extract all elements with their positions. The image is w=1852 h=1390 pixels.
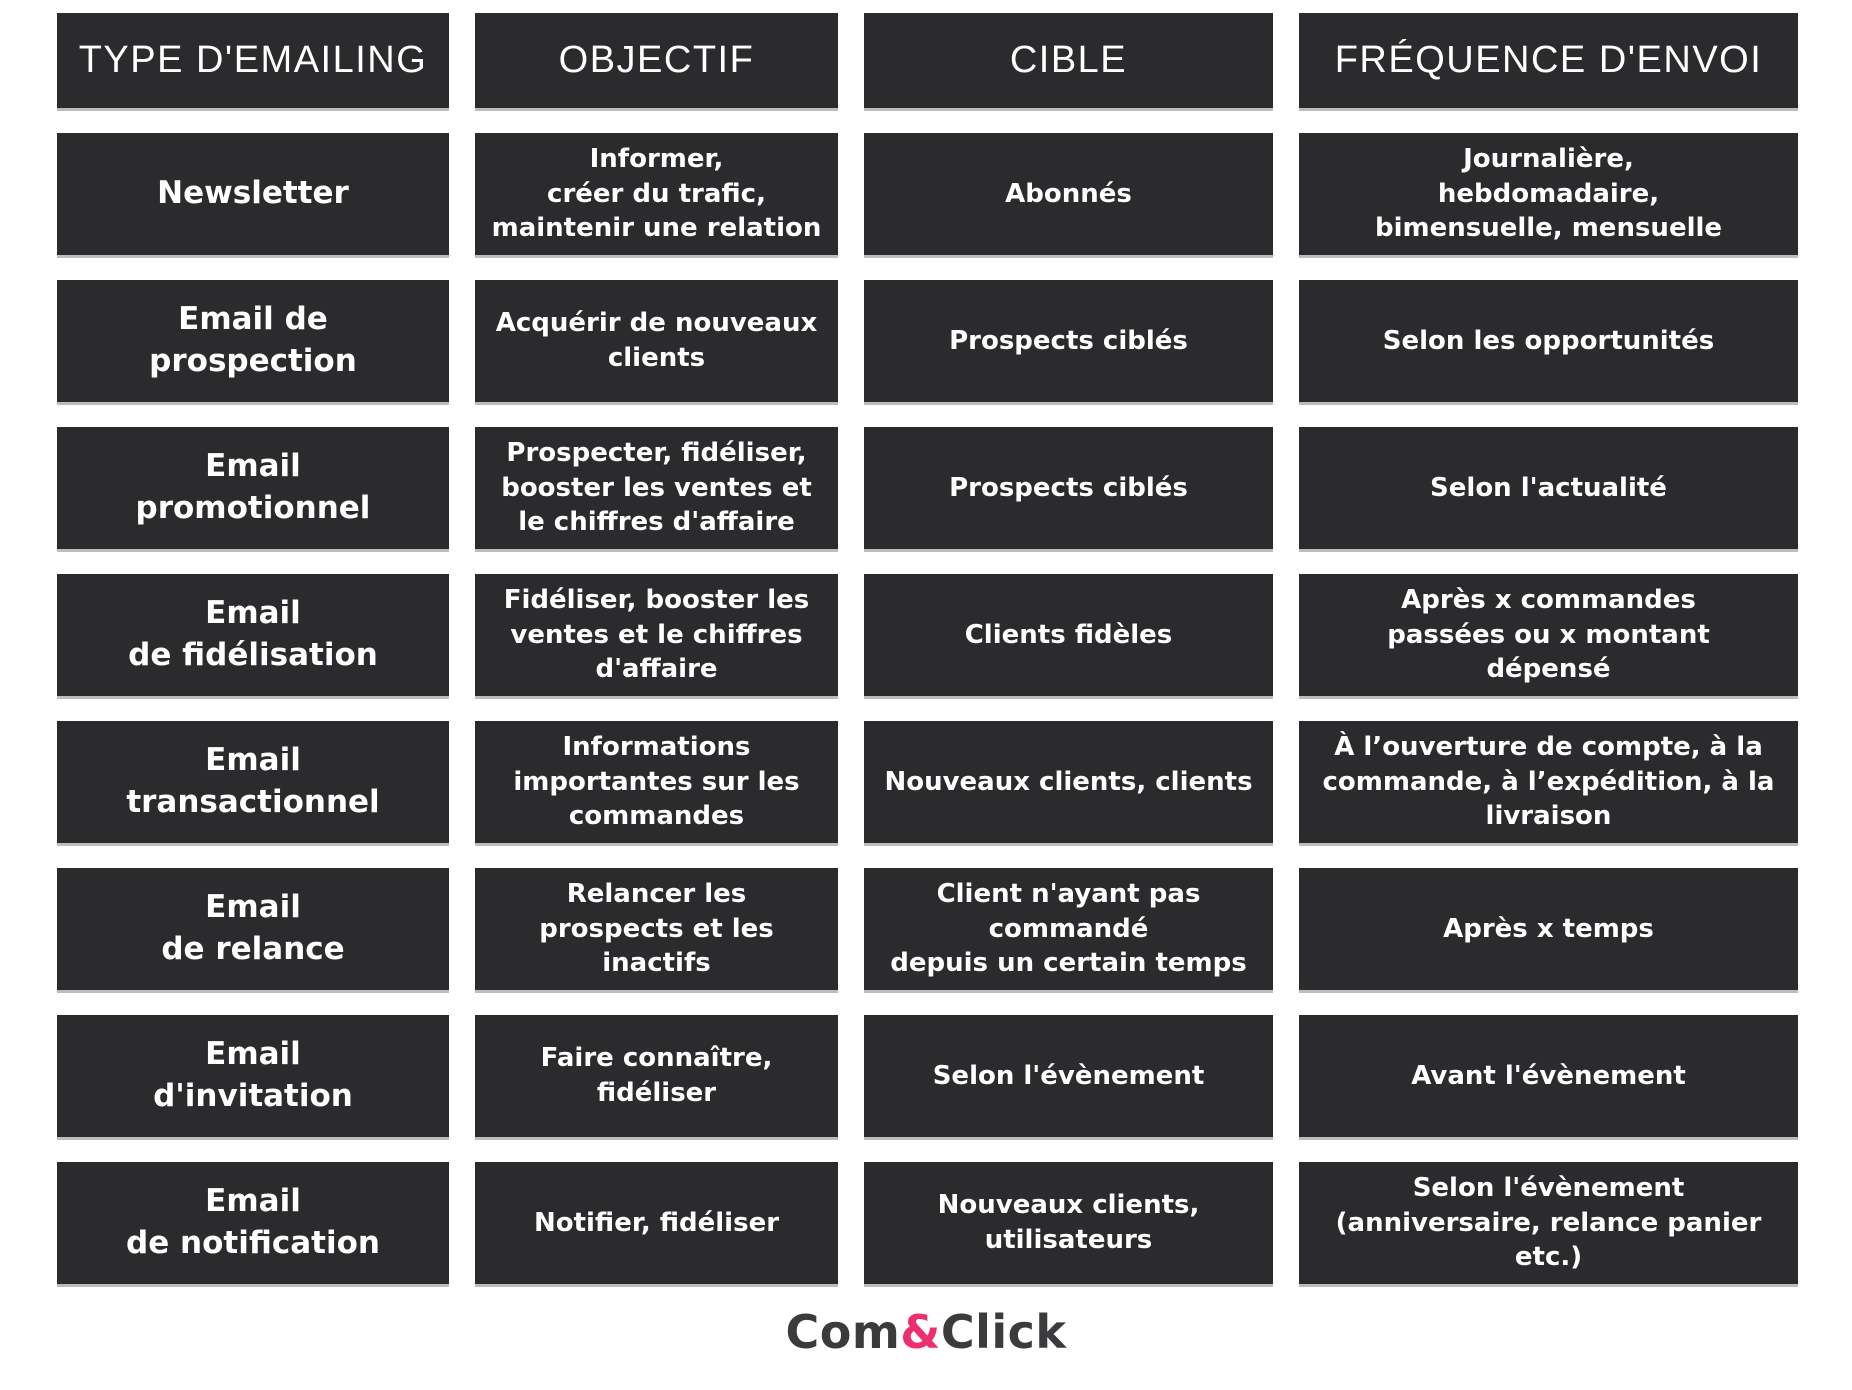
column-header-frequence-envoi: FRÉQUENCE D'ENVOI	[1299, 13, 1798, 108]
cell-frequence-transactionnel: À l’ouverture de compte, à la commande, …	[1299, 721, 1798, 843]
cell-type-invitation: Email d'invitation	[57, 1015, 449, 1137]
cell-type-promotionnel: Email promotionnel	[57, 427, 449, 549]
cell-objectif-newsletter: Informer, créer du trafic, maintenir une…	[475, 133, 838, 255]
cell-objectif-notification: Notifier, fidéliser	[475, 1162, 838, 1284]
cell-frequence-invitation: Avant l'évènement	[1299, 1015, 1798, 1137]
column-header-cible: CIBLE	[864, 13, 1273, 108]
column-header-objectif: OBJECTIF	[475, 13, 838, 108]
cell-cible-relance: Client n'ayant pas commandé depuis un ce…	[864, 868, 1273, 990]
cell-type-transactionnel: Email transactionnel	[57, 721, 449, 843]
cell-cible-promotionnel: Prospects ciblés	[864, 427, 1273, 549]
cell-cible-notification: Nouveaux clients, utilisateurs	[864, 1162, 1273, 1284]
cell-objectif-fidelisation: Fidéliser, booster les ventes et le chif…	[475, 574, 838, 696]
comclick-logo-click: Click	[940, 1305, 1067, 1359]
cell-objectif-invitation: Faire connaître, fidéliser	[475, 1015, 838, 1137]
cell-cible-transactionnel: Nouveaux clients, clients	[864, 721, 1273, 843]
cell-cible-fidelisation: Clients fidèles	[864, 574, 1273, 696]
emailing-types-table: TYPE D'EMAILING OBJECTIF CIBLE FRÉQUENCE…	[57, 13, 1798, 1284]
cell-type-fidelisation: Email de fidélisation	[57, 574, 449, 696]
cell-cible-newsletter: Abonnés	[864, 133, 1273, 255]
cell-type-prospection: Email de prospection	[57, 280, 449, 402]
cell-cible-invitation: Selon l'évènement	[864, 1015, 1273, 1137]
cell-frequence-promotionnel: Selon l'actualité	[1299, 427, 1798, 549]
cell-objectif-transactionnel: Informations importantes sur les command…	[475, 721, 838, 843]
cell-objectif-prospection: Acquérir de nouveaux clients	[475, 280, 838, 402]
comclick-logo-com: Com	[785, 1305, 901, 1359]
column-header-type-emailing: TYPE D'EMAILING	[57, 13, 449, 108]
cell-frequence-prospection: Selon les opportunités	[1299, 280, 1798, 402]
cell-type-newsletter: Newsletter	[57, 133, 449, 255]
cell-type-relance: Email de relance	[57, 868, 449, 990]
comclick-logo: Com&Click	[0, 1305, 1852, 1359]
comclick-logo-ampersand: &	[900, 1305, 941, 1359]
cell-frequence-notification: Selon l'évènement (anniversaire, relance…	[1299, 1162, 1798, 1284]
cell-cible-prospection: Prospects ciblés	[864, 280, 1273, 402]
cell-type-notification: Email de notification	[57, 1162, 449, 1284]
cell-frequence-relance: Après x temps	[1299, 868, 1798, 990]
cell-objectif-promotionnel: Prospecter, fidéliser, booster les vente…	[475, 427, 838, 549]
cell-frequence-newsletter: Journalière, hebdomadaire, bimensuelle, …	[1299, 133, 1798, 255]
cell-objectif-relance: Relancer les prospects et les inactifs	[475, 868, 838, 990]
cell-frequence-fidelisation: Après x commandes passées ou x montant d…	[1299, 574, 1798, 696]
